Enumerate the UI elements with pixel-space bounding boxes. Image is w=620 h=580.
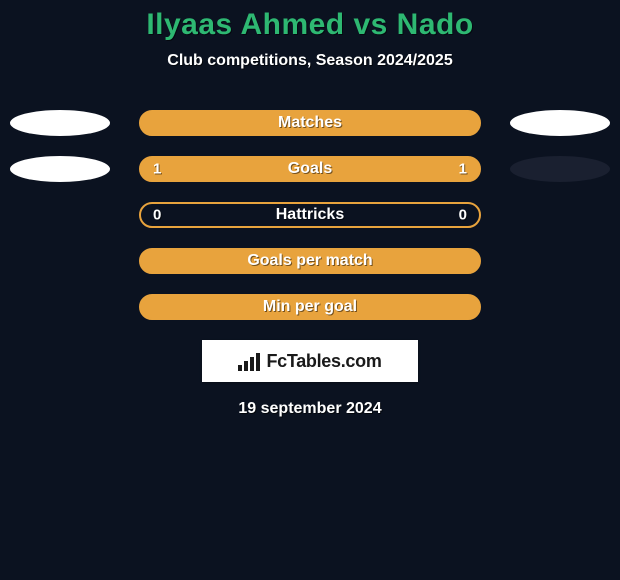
- stat-pill: 0 Hattricks 0: [139, 202, 481, 228]
- logo[interactable]: FcTables.com: [202, 340, 418, 382]
- player-left-marker: [10, 110, 110, 136]
- stat-value-left: 1: [153, 161, 161, 178]
- stat-pill: Goals per match: [139, 248, 481, 274]
- logo-bar: [244, 361, 248, 371]
- stat-row: Goals per match: [0, 248, 620, 274]
- stat-row: 1 Goals 1: [0, 156, 620, 182]
- logo-bar: [238, 365, 242, 371]
- stat-value-left: 0: [153, 207, 161, 224]
- player-right-marker: [510, 110, 610, 136]
- logo-text: FcTables.com: [266, 351, 381, 372]
- stat-label: Hattricks: [276, 206, 344, 224]
- stat-row: Matches: [0, 110, 620, 136]
- date-label: 19 september 2024: [0, 400, 620, 418]
- player-left-marker: [10, 156, 110, 182]
- stat-label: Goals: [288, 160, 332, 178]
- stat-row: 0 Hattricks 0: [0, 202, 620, 228]
- subtitle: Club competitions, Season 2024/2025: [0, 52, 620, 70]
- stat-pill: Min per goal: [139, 294, 481, 320]
- stat-value-right: 1: [459, 161, 467, 178]
- logo-bar: [256, 353, 260, 371]
- stat-pill: 1 Goals 1: [139, 156, 481, 182]
- stat-label: Min per goal: [263, 298, 357, 316]
- stats-area: Matches 1 Goals 1 0 Hattricks 0 Goals per match…: [0, 110, 620, 320]
- stat-label: Matches: [278, 114, 342, 132]
- page-title: Ilyaas Ahmed vs Nado: [0, 8, 620, 42]
- stat-pill: Matches: [139, 110, 481, 136]
- stat-row: Min per goal: [0, 294, 620, 320]
- player-right-marker: [510, 156, 610, 182]
- stat-label: Goals per match: [247, 252, 372, 270]
- logo-bar: [250, 357, 254, 371]
- comparison-card: Ilyaas Ahmed vs Nado Club competitions, …: [0, 0, 620, 418]
- stat-value-right: 0: [459, 207, 467, 224]
- chart-bars-icon: [238, 351, 260, 371]
